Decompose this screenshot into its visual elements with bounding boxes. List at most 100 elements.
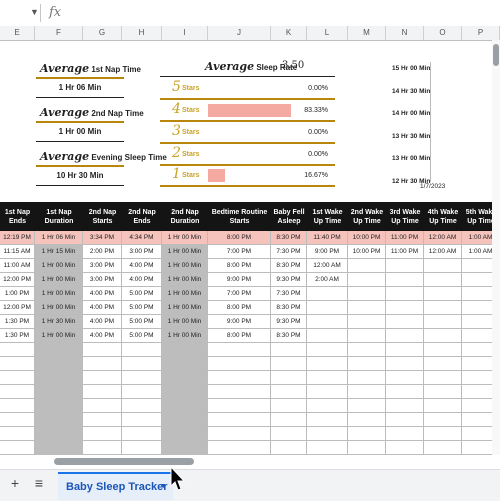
table-cell[interactable]: 4:00 PM xyxy=(122,273,162,287)
table-cell[interactable] xyxy=(307,301,348,315)
table-cell[interactable] xyxy=(348,329,386,343)
table-cell[interactable] xyxy=(35,427,83,441)
table-cell[interactable] xyxy=(386,287,424,301)
table-cell[interactable]: 8:00 PM xyxy=(208,301,271,315)
table-cell[interactable] xyxy=(307,343,348,357)
table-cell[interactable] xyxy=(208,371,271,385)
table-cell[interactable] xyxy=(307,385,348,399)
table-cell[interactable] xyxy=(348,385,386,399)
table-cell[interactable] xyxy=(386,259,424,273)
table-cell[interactable] xyxy=(208,357,271,371)
table-cell[interactable] xyxy=(348,399,386,413)
table-cell[interactable] xyxy=(35,441,83,455)
table-cell[interactable]: 8:30 PM xyxy=(271,301,307,315)
table-cell[interactable]: 12:19 PM xyxy=(0,231,35,245)
sheet-tab-baby-sleep-tracker[interactable]: Baby Sleep Tracker ▼ xyxy=(58,472,173,500)
table-cell[interactable]: 1 Hr 00 Min xyxy=(35,273,83,287)
table-cell[interactable] xyxy=(208,343,271,357)
vertical-scroll-thumb[interactable] xyxy=(493,44,499,66)
table-cell[interactable]: 4:00 PM xyxy=(83,287,122,301)
table-cell[interactable]: 11:00 PM xyxy=(386,245,424,259)
table-cell[interactable]: 5:00 PM xyxy=(122,287,162,301)
table-cell[interactable] xyxy=(122,343,162,357)
table-cell[interactable] xyxy=(122,399,162,413)
table-cell[interactable] xyxy=(162,371,208,385)
table-cell[interactable] xyxy=(0,441,35,455)
table-header-cell[interactable]: 1st Nap Duration xyxy=(44,208,74,225)
table-cell[interactable] xyxy=(348,273,386,287)
table-cell[interactable] xyxy=(307,399,348,413)
table-cell[interactable]: 1:00 PM xyxy=(0,287,35,301)
table-cell[interactable] xyxy=(83,413,122,427)
table-cell[interactable]: 5:00 PM xyxy=(122,301,162,315)
table-cell[interactable] xyxy=(35,343,83,357)
table-cell[interactable]: 9:30 PM xyxy=(271,315,307,329)
table-cell[interactable]: 4:00 PM xyxy=(83,315,122,329)
table-cell[interactable]: 9:00 PM xyxy=(208,315,271,329)
table-cell[interactable] xyxy=(208,427,271,441)
table-cell[interactable] xyxy=(386,385,424,399)
table-header-cell[interactable]: 2nd Wake Up Time xyxy=(350,208,384,225)
table-cell[interactable]: 8:00 PM xyxy=(208,231,271,245)
table-cell[interactable]: 7:00 PM xyxy=(208,287,271,301)
table-cell[interactable] xyxy=(122,357,162,371)
table-cell[interactable]: 1 Hr 00 Min xyxy=(162,273,208,287)
table-cell[interactable] xyxy=(348,315,386,329)
table-cell[interactable]: 4:34 PM xyxy=(122,231,162,245)
table-cell[interactable]: 3:34 PM xyxy=(83,231,122,245)
table-cell[interactable] xyxy=(208,399,271,413)
table-header-cell[interactable]: 4th Wake Up Time xyxy=(427,208,459,225)
table-cell[interactable] xyxy=(0,427,35,441)
table-cell[interactable] xyxy=(35,357,83,371)
table-cell[interactable]: 8:30 PM xyxy=(271,259,307,273)
table-cell[interactable]: 1 Hr 00 Min xyxy=(162,231,208,245)
table-cell[interactable]: 7:30 PM xyxy=(271,287,307,301)
table-cell[interactable]: 5:00 PM xyxy=(122,329,162,343)
table-cell[interactable]: 12:00 AM xyxy=(424,231,462,245)
table-cell[interactable] xyxy=(271,343,307,357)
table-cell[interactable]: 8:30 PM xyxy=(271,329,307,343)
table-cell[interactable] xyxy=(83,441,122,455)
table-cell[interactable] xyxy=(424,441,462,455)
table-cell[interactable] xyxy=(122,385,162,399)
table-cell[interactable]: 11:15 AM xyxy=(0,245,35,259)
table-cell[interactable]: 4:00 PM xyxy=(83,329,122,343)
table-cell[interactable] xyxy=(424,301,462,315)
table-cell[interactable] xyxy=(348,357,386,371)
table-cell[interactable] xyxy=(386,413,424,427)
table-cell[interactable]: 1:30 PM xyxy=(0,329,35,343)
table-cell[interactable] xyxy=(386,427,424,441)
table-cell[interactable]: 1 Hr 00 Min xyxy=(162,315,208,329)
table-cell[interactable] xyxy=(348,441,386,455)
formula-bar[interactable]: ▼ fx xyxy=(0,0,500,27)
table-cell[interactable]: 1 Hr 30 Min xyxy=(35,315,83,329)
table-cell[interactable]: 1 Hr 15 Min xyxy=(35,245,83,259)
table-cell[interactable] xyxy=(307,329,348,343)
column-header[interactable]: H xyxy=(122,26,162,40)
table-cell[interactable]: 10:00 PM xyxy=(348,231,386,245)
table-cell[interactable]: 9:30 PM xyxy=(271,273,307,287)
table-cell[interactable] xyxy=(348,259,386,273)
table-cell[interactable] xyxy=(424,371,462,385)
table-cell[interactable]: 1:30 PM xyxy=(0,315,35,329)
table-cell[interactable] xyxy=(386,399,424,413)
table-cell[interactable]: 12:00 AM xyxy=(307,259,348,273)
table-cell[interactable] xyxy=(208,413,271,427)
table-cell[interactable] xyxy=(307,371,348,385)
table-cell[interactable]: 3:00 PM xyxy=(122,245,162,259)
column-header[interactable]: N xyxy=(386,26,424,40)
column-header[interactable]: F xyxy=(35,26,83,40)
table-cell[interactable] xyxy=(0,357,35,371)
table-cell[interactable]: 12:00 PM xyxy=(0,273,35,287)
table-cell[interactable] xyxy=(386,315,424,329)
table-cell[interactable] xyxy=(83,385,122,399)
table-cell[interactable] xyxy=(271,427,307,441)
table-cell[interactable]: 11:40 PM xyxy=(307,231,348,245)
column-header[interactable]: E xyxy=(0,26,35,40)
table-cell[interactable]: 9:00 PM xyxy=(307,245,348,259)
table-cell[interactable] xyxy=(307,441,348,455)
table-cell[interactable] xyxy=(162,441,208,455)
table-header-cell[interactable]: 1st Wake Up Time xyxy=(312,208,343,225)
table-cell[interactable]: 8:00 PM xyxy=(208,259,271,273)
table-cell[interactable] xyxy=(83,427,122,441)
